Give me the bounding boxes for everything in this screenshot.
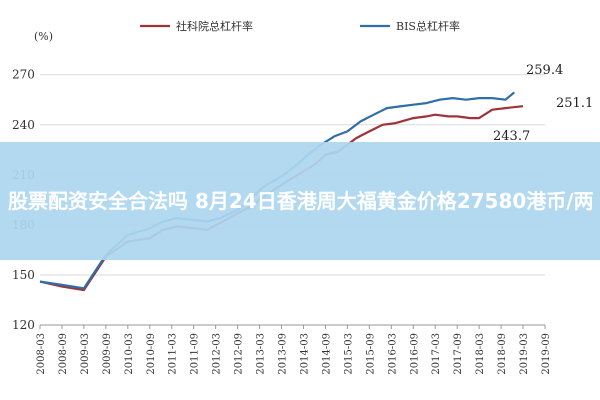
x-axis-ticks: 2008-03 2008-09 2009-03 2009-09 2010-03 2010-… <box>36 324 552 375</box>
data-label: 251.1 <box>556 96 593 111</box>
x-tick-label: 2016-09 <box>409 333 420 375</box>
x-tick-label: 2012-03 <box>212 333 223 375</box>
x-tick-label: 2017-09 <box>453 333 464 375</box>
y-tick-label: 240 <box>12 118 35 132</box>
y-tick-label: 270 <box>12 68 35 82</box>
x-tick-label: 2014-03 <box>299 333 310 375</box>
y-unit-label: (%) <box>34 30 53 43</box>
x-tick-label: 2010-03 <box>124 333 135 375</box>
x-tick-label: 2019-03 <box>519 333 530 375</box>
x-tick-label: 2010-09 <box>146 333 157 375</box>
legend: 社科院总杠杆率 BIS总杠杆率 <box>140 19 460 33</box>
x-tick-label: 2018-03 <box>475 333 486 375</box>
x-tick-label: 2017-03 <box>431 333 442 375</box>
x-tick-label: 2013-03 <box>256 333 267 375</box>
x-tick-label: 2014-09 <box>321 333 332 375</box>
x-tick-label: 2011-03 <box>168 333 179 375</box>
x-tick-label: 2008-03 <box>36 333 47 375</box>
legend-label: BIS总杠杆率 <box>396 19 460 33</box>
y-tick-label: 150 <box>12 268 35 282</box>
legend-label: 社科院总杠杆率 <box>176 19 253 33</box>
x-tick-label: 2016-03 <box>387 333 398 375</box>
x-tick-label: 2013-09 <box>278 333 289 375</box>
y-tick-label: 120 <box>12 318 35 332</box>
x-tick-label: 2015-03 <box>343 333 354 375</box>
x-tick-label: 2019-09 <box>541 333 552 375</box>
overlay-banner[interactable]: 股票配资安全合法吗 8月24日香港周大福黄金价格27580港币/两 <box>0 142 600 260</box>
x-tick-label: 2009-09 <box>102 333 113 375</box>
x-tick-label: 2012-09 <box>234 333 245 375</box>
x-tick-label: 2015-09 <box>365 333 376 375</box>
x-tick-label: 2011-09 <box>190 333 201 375</box>
data-labels: 259.4 251.1 243.7 <box>493 63 593 144</box>
data-label: 259.4 <box>526 63 563 78</box>
x-tick-label: 2018-09 <box>497 333 508 375</box>
x-tick-label: 2008-09 <box>58 333 69 375</box>
banner-text[interactable]: 股票配资安全合法吗 8月24日香港周大福黄金价格27580港币/两 <box>8 188 594 213</box>
x-tick-label: 2009-03 <box>80 333 91 375</box>
data-label: 243.7 <box>493 129 530 144</box>
